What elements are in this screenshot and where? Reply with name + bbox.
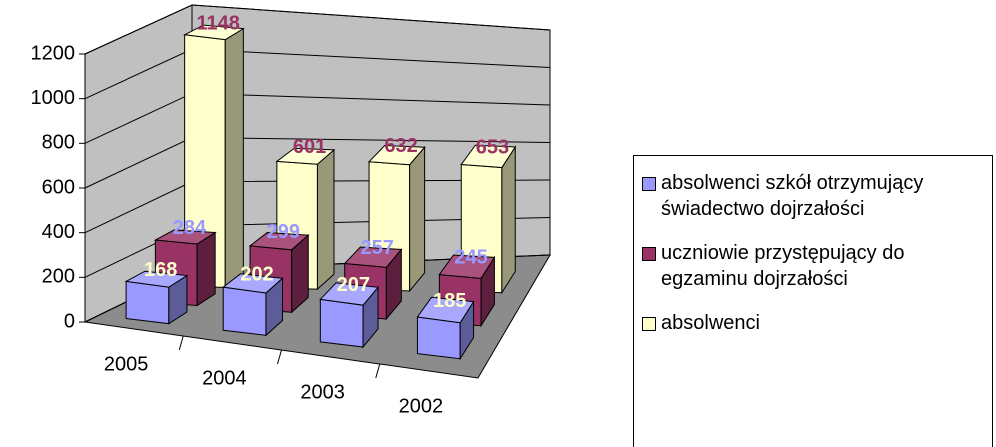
x-tick bbox=[277, 349, 282, 365]
data-label: 168 bbox=[144, 259, 177, 281]
legend-swatch bbox=[642, 177, 656, 191]
y-tick-label: 1200 bbox=[31, 42, 76, 64]
legend-item: absolwenci szkół otrzymujący świadectwo … bbox=[642, 170, 986, 222]
bar-front bbox=[319, 298, 364, 348]
bar-top bbox=[367, 145, 426, 166]
data-label: 653 bbox=[476, 136, 509, 158]
data-label: 601 bbox=[293, 136, 326, 158]
bar-side bbox=[409, 145, 426, 293]
y-tick-label: 1000 bbox=[31, 87, 76, 109]
bar-top bbox=[343, 246, 403, 268]
legend-swatch bbox=[642, 317, 656, 331]
bar-front bbox=[416, 316, 461, 360]
y-tick-label: 600 bbox=[42, 176, 75, 198]
bar bbox=[221, 273, 284, 337]
bar-top bbox=[248, 232, 310, 251]
x-tick-label: 2004 bbox=[202, 367, 247, 389]
y-tick-label: 0 bbox=[64, 310, 75, 332]
bar-side bbox=[224, 27, 244, 289]
data-label: 632 bbox=[384, 135, 417, 157]
bar-side bbox=[316, 148, 335, 291]
bar bbox=[124, 270, 189, 325]
legend-label: absolwenci bbox=[661, 312, 760, 334]
bar bbox=[319, 282, 380, 349]
data-label: 207 bbox=[337, 274, 370, 296]
bar-top bbox=[153, 229, 217, 245]
x-tick bbox=[375, 363, 381, 379]
grid-line bbox=[84, 4, 551, 55]
bar-top bbox=[124, 270, 189, 288]
bar-top bbox=[275, 147, 336, 165]
x-tick-label: 2005 bbox=[104, 353, 149, 375]
legend-label: uczniowie przystępujący do egzaminu dojr… bbox=[661, 242, 905, 290]
data-label: 284 bbox=[173, 217, 207, 239]
bar-top bbox=[319, 282, 380, 306]
bar bbox=[416, 296, 475, 361]
legend-label: absolwenci szkół otrzymujący świadectwo … bbox=[661, 172, 924, 220]
bar-front bbox=[222, 286, 267, 336]
y-tick-label: 800 bbox=[42, 132, 75, 154]
data-label: 299 bbox=[267, 221, 300, 243]
bar-side bbox=[196, 231, 216, 307]
bar-top bbox=[221, 273, 284, 294]
legend-item: absolwenci bbox=[642, 310, 986, 336]
legend: absolwenci szkół otrzymujący świadectwo … bbox=[633, 155, 993, 447]
bar-top bbox=[182, 24, 245, 41]
x-tick-label: 2002 bbox=[399, 395, 444, 417]
data-label: 202 bbox=[240, 263, 273, 285]
bar-front bbox=[125, 280, 170, 325]
legend-swatch bbox=[642, 247, 656, 261]
legend-item: uczniowie przystępujący do egzaminu dojr… bbox=[642, 240, 986, 292]
data-label: 1148 bbox=[196, 12, 239, 34]
bar-top bbox=[438, 254, 496, 279]
y-tick-label: 400 bbox=[42, 221, 75, 243]
x-tick-label: 2003 bbox=[300, 381, 345, 403]
y-tick-label: 200 bbox=[42, 266, 75, 288]
x-tick bbox=[178, 335, 184, 351]
bar-side bbox=[501, 145, 516, 295]
chart: 0 200 400 600 800 1000 1200 2005 2004 2003 2002 114… bbox=[31, 4, 551, 417]
data-label: 245 bbox=[454, 247, 487, 269]
bar-top bbox=[416, 296, 475, 324]
data-label: 257 bbox=[361, 237, 394, 259]
bar bbox=[153, 229, 217, 307]
bar-top bbox=[460, 144, 517, 169]
data-label: 185 bbox=[433, 290, 466, 312]
